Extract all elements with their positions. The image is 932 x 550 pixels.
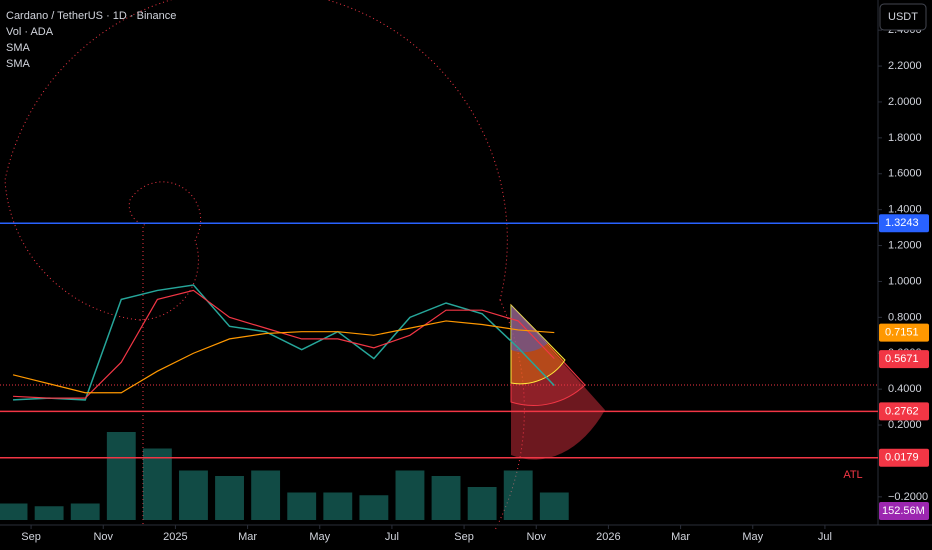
fib-fan xyxy=(510,303,605,460)
volume-bar xyxy=(539,492,569,520)
y-tick-label: 1.2000 xyxy=(888,239,922,251)
y-tick-label: 0.8000 xyxy=(888,311,922,323)
volume-tag xyxy=(879,502,929,520)
series-line xyxy=(12,320,555,394)
currency-button-label[interactable]: USDT xyxy=(888,11,918,23)
level-tag xyxy=(879,214,929,233)
level-tag xyxy=(879,350,929,369)
y-tick-label: 2.0000 xyxy=(888,96,922,108)
y-tick-label: −0.2000 xyxy=(888,491,928,503)
x-tick-label: 2025 xyxy=(163,531,187,543)
fan-zone xyxy=(511,305,548,353)
volume-bar xyxy=(323,492,353,520)
volume-bar xyxy=(467,487,497,520)
x-tick-label: Sep xyxy=(454,531,474,543)
volume-bar xyxy=(287,492,317,520)
volume-bar xyxy=(142,448,172,520)
volume-bar xyxy=(34,506,64,520)
indicator-label: Vol · ADA xyxy=(6,26,54,38)
x-tick-label: Sep xyxy=(21,531,41,543)
fan-zone xyxy=(511,305,605,460)
level-tag xyxy=(879,323,929,342)
volume-bar xyxy=(215,476,244,520)
level-label: 1.3243 xyxy=(885,217,919,229)
level-tag xyxy=(879,402,929,421)
volume-bar xyxy=(106,432,136,520)
y-tick-label: 1.0000 xyxy=(888,275,922,287)
y-tick-label: 0.2000 xyxy=(888,419,922,431)
x-tick-label: Jul xyxy=(385,531,399,543)
x-tick-label: Nov xyxy=(93,531,113,543)
x-tick-label: Mar xyxy=(238,531,257,543)
level-label: 0.0179 xyxy=(885,452,919,464)
series-line xyxy=(13,289,555,399)
level-label: 0.2762 xyxy=(885,405,919,417)
volume-bar xyxy=(0,503,28,520)
fan-zone xyxy=(510,303,586,406)
x-tick-label: Mar xyxy=(671,531,690,543)
x-tick-label: May xyxy=(742,531,763,543)
indicator-label: SMA xyxy=(6,58,31,70)
volume-bar xyxy=(395,470,425,520)
y-tick-label: 2.2000 xyxy=(888,60,922,72)
indicator-label: SMA xyxy=(6,42,31,54)
x-tick-label: 2026 xyxy=(596,531,620,543)
volume-bar xyxy=(251,470,281,520)
level-label: 0.7151 xyxy=(885,326,919,338)
volume-bar xyxy=(359,495,389,520)
volume-last-label: 152.56M xyxy=(882,505,925,517)
level-label: 0.5671 xyxy=(885,353,919,365)
x-tick-label: Jul xyxy=(818,531,832,543)
chart-title: Cardano / TetherUS · 1D · Binance xyxy=(6,10,176,22)
volume-bar xyxy=(503,470,533,520)
y-tick-label: 1.8000 xyxy=(888,132,922,144)
volume-bar xyxy=(70,503,100,520)
x-tick-label: May xyxy=(309,531,330,543)
x-tick-label: Nov xyxy=(526,531,546,543)
annotation: ATL xyxy=(843,469,862,481)
volume-bar xyxy=(179,470,208,520)
level-tag xyxy=(879,448,929,467)
series-line xyxy=(13,284,555,401)
y-tick-label: 0.4000 xyxy=(888,383,922,395)
y-tick-label: 1.4000 xyxy=(888,204,922,216)
y-tick-label: 1.6000 xyxy=(888,168,922,180)
currency-button[interactable] xyxy=(879,3,927,31)
volume-bar xyxy=(431,476,461,520)
fan-zone xyxy=(510,303,566,385)
